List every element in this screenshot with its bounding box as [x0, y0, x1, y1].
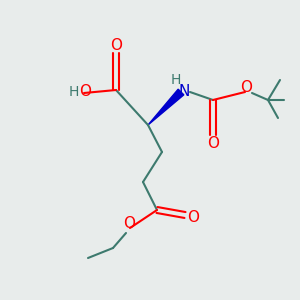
Polygon shape	[148, 89, 184, 125]
Text: O: O	[207, 136, 219, 152]
Text: O: O	[79, 85, 91, 100]
Text: N: N	[178, 83, 190, 98]
Text: O: O	[123, 217, 135, 232]
Text: O: O	[187, 209, 199, 224]
Text: O: O	[110, 38, 122, 52]
Text: H: H	[171, 73, 181, 87]
Text: H: H	[69, 85, 79, 99]
Text: O: O	[240, 80, 252, 95]
